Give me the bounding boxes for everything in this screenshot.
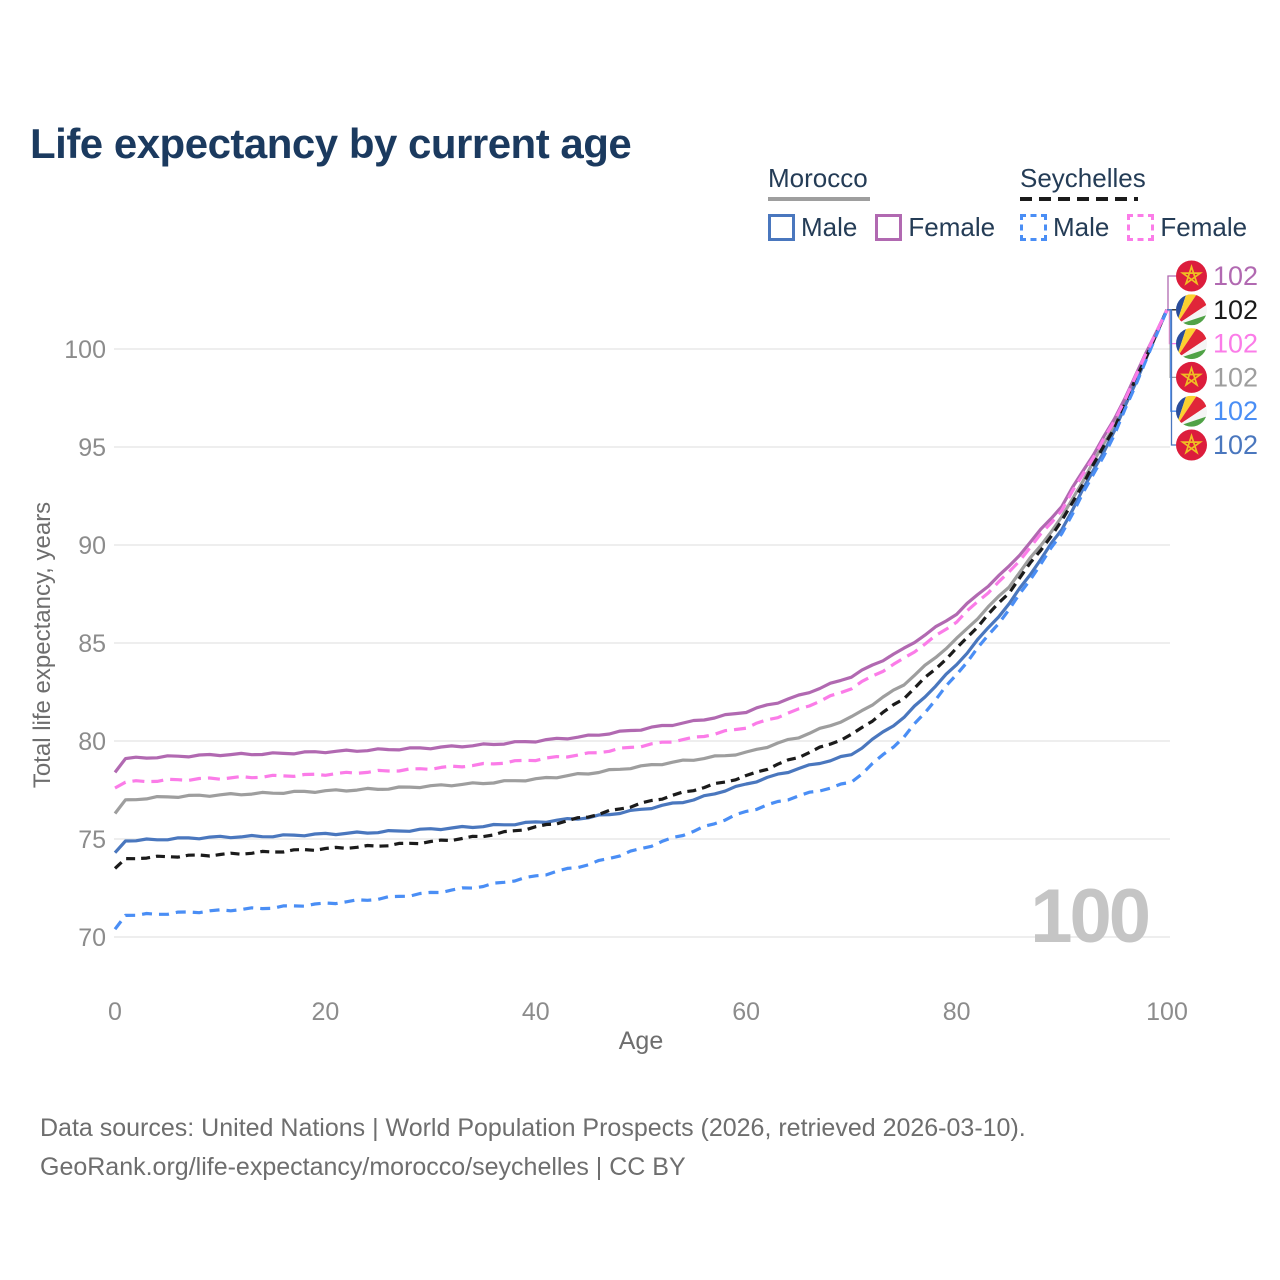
y-axis-tick-labels: 70 75 80 85 90 95 100 [64,336,106,952]
legend-group-seychelles: Seychelles Male Female [1020,163,1247,243]
series-line-seychelles [113,309,1169,870]
x-tick-label-80: 80 [943,998,971,1026]
y-tick-label-90: 90 [78,532,106,560]
watermark-100: 100 [1030,874,1149,959]
footer-data-sources: Data sources: United Nations | World Pop… [40,1114,1026,1142]
legend-item-morocco-female[interactable]: Female [875,212,995,243]
end-value-label-morocco: 102 [1213,362,1258,392]
seychelles-flag-band [1176,328,1187,360]
series-line-morocco [113,309,1169,815]
legend-item-seychelles-male[interactable]: Male [1020,212,1109,243]
x-tick-label-20: 20 [311,998,339,1026]
morocco-star [1180,432,1203,455]
end-value-label-morocco-male: 102 [1213,430,1258,460]
footer: Data sources: United Nations | World Pop… [40,1109,1026,1187]
legend-item-morocco-male[interactable]: Male [768,212,857,243]
seychelles-flag-band [1176,328,1207,360]
morocco-flag-icon [1176,260,1207,292]
seychelles-flag-band [1176,294,1187,326]
x-axis-title: Age [619,1027,663,1055]
series-line-morocco-female [113,309,1169,774]
x-tick-label-60: 60 [732,998,760,1026]
seychelles-flag-icon [1176,328,1207,360]
morocco-flag-circle [1176,429,1207,461]
morocco-star [1180,263,1203,286]
seychelles-flag-band [1176,338,1207,360]
y-tick-label-80: 80 [78,728,106,756]
legend-label-morocco-male: Male [801,212,858,242]
morocco-flag-icon [1176,361,1207,393]
x-tick-label-40: 40 [522,998,550,1026]
morocco-flag-icon [1176,429,1207,461]
y-tick-label-95: 95 [78,434,106,462]
gridlines [114,348,1170,938]
legend-label-seychelles-female: Female [1160,212,1248,242]
series-line-seychelles-female [114,309,1169,790]
legend-underline-solid-line [768,197,870,201]
seychelles-flag-icon [1176,395,1207,427]
morocco-star [1180,365,1203,388]
end-connector-morocco-female [1167,275,1176,311]
end-value-label-seychelles: 102 [1213,295,1258,325]
seychelles-flag-band [1176,294,1207,326]
legend-underline-dashed-line [1020,197,1138,201]
end-value-label-seychelles-female: 102 [1213,329,1258,359]
morocco-flag-circle [1176,361,1207,393]
x-axis-tick-labels: 0 20 40 60 80 100 [108,998,1188,1026]
x-tick-label-100: 100 [1146,998,1188,1026]
legend-swatch-seychelles-male [1020,214,1047,241]
legend-group-seychelles-title: Seychelles [1020,163,1146,193]
end-flag-icons [1176,260,1207,461]
end-connectors [1167,275,1176,446]
legend-label-morocco-female: Female [908,212,996,242]
seychelles-flag-band [1176,304,1207,326]
footer-attribution: GeoRank.org/life-expectancy/morocco/seyc… [40,1153,686,1181]
end-connector-morocco-male [1167,309,1176,446]
seychelles-flag-icon [1176,294,1207,326]
legend-swatch-morocco-female [875,214,903,241]
y-tick-label-85: 85 [78,630,106,658]
series-line-seychelles-male [113,309,1169,931]
y-tick-label-70: 70 [78,924,106,952]
seychelles-flag-band [1176,395,1207,427]
series-lines [113,309,1169,931]
y-axis-title: Total life expectancy, years [29,502,56,788]
legend-label-seychelles-male: Male [1053,212,1110,242]
morocco-flag-circle [1176,260,1207,292]
y-tick-label-75: 75 [78,826,106,854]
legend-swatch-seychelles-female [1127,214,1155,241]
legend-swatch-morocco-male [768,214,795,241]
y-tick-label-100: 100 [64,336,106,364]
legend-item-seychelles-female[interactable]: Female [1127,212,1247,243]
x-tick-label-0: 0 [108,998,122,1026]
page-title: Life expectancy by current age [30,120,632,168]
seychelles-flag-band [1176,395,1187,427]
series-line-morocco-male [113,309,1169,854]
end-value-label-seychelles-male: 102 [1213,396,1258,426]
legend-group-morocco: Morocco Male Female [768,163,995,243]
legend-group-morocco-title: Morocco [768,163,868,193]
seychelles-flag-band [1176,406,1207,427]
end-value-label-morocco-female: 102 [1213,261,1258,291]
